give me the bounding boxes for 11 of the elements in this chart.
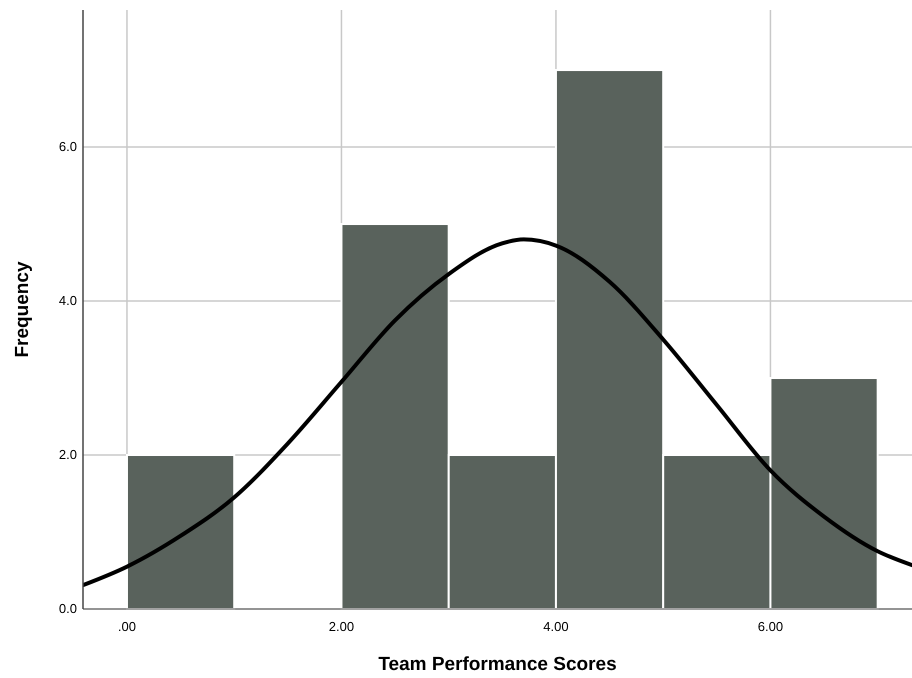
x-axis-title: Team Performance Scores (378, 654, 617, 675)
x-tick-label: 6.00 (758, 619, 784, 634)
y-tick-label: 0.0 (58, 601, 77, 616)
x-tick-label: 2.00 (328, 619, 354, 634)
y-tick-label: 6.0 (58, 139, 77, 154)
y-tick-label: 2.0 (58, 447, 77, 462)
y-tick-label: 4.0 (58, 293, 77, 308)
x-tick-label: .00 (118, 619, 136, 634)
y-axis-title: Frequency (12, 261, 33, 358)
x-tick-label: 4.00 (543, 619, 569, 634)
line-series (83, 237, 912, 588)
